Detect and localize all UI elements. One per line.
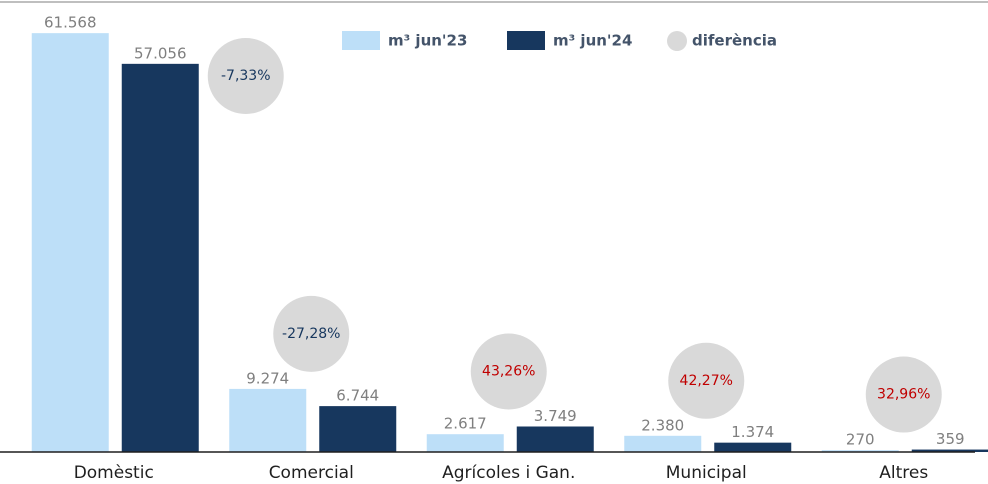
legend-label: m³ jun'24 bbox=[553, 32, 632, 50]
difference-label: 32,96% bbox=[877, 387, 930, 403]
value-label: 2.380 bbox=[641, 416, 684, 434]
bar bbox=[911, 449, 988, 452]
legend-swatch bbox=[342, 31, 380, 50]
difference-marker bbox=[273, 295, 350, 372]
value-label: 270 bbox=[846, 431, 875, 449]
x-tick-label: Agrícoles i Gan. bbox=[442, 463, 575, 483]
legend-swatch bbox=[667, 31, 687, 51]
value-label: 3.749 bbox=[534, 407, 577, 425]
bar bbox=[516, 426, 594, 452]
bar bbox=[624, 435, 702, 452]
bar bbox=[714, 442, 792, 452]
value-label: 6.744 bbox=[336, 387, 379, 405]
value-label: 61.568 bbox=[44, 14, 97, 32]
value-label: 359 bbox=[936, 430, 965, 448]
value-label: 2.617 bbox=[444, 415, 487, 433]
difference-marker bbox=[865, 356, 942, 433]
difference-label: 43,26% bbox=[482, 363, 535, 379]
bar bbox=[426, 434, 504, 452]
difference-label: -7,33% bbox=[221, 68, 271, 84]
bar bbox=[821, 450, 899, 452]
difference-label: 42,27% bbox=[680, 373, 733, 389]
difference-marker bbox=[207, 38, 284, 114]
bar bbox=[31, 33, 109, 453]
x-tick-label: Domèstic bbox=[74, 463, 154, 483]
bar bbox=[319, 406, 397, 452]
difference-marker bbox=[470, 333, 547, 410]
x-tick-label: Municipal bbox=[666, 463, 747, 483]
x-tick-label: Comercial bbox=[269, 463, 354, 483]
bar bbox=[229, 388, 307, 452]
x-tick-label: Altres bbox=[879, 463, 928, 483]
value-label: 9.274 bbox=[246, 369, 289, 387]
bar bbox=[121, 63, 199, 452]
legend-label: diferència bbox=[692, 32, 777, 50]
legend-label: m³ jun'23 bbox=[388, 32, 467, 50]
difference-label: -27,28% bbox=[282, 326, 340, 342]
value-label: 57.056 bbox=[134, 44, 187, 62]
value-label: 1.374 bbox=[731, 423, 774, 441]
legend-swatch bbox=[507, 31, 545, 50]
difference-marker bbox=[668, 342, 745, 419]
